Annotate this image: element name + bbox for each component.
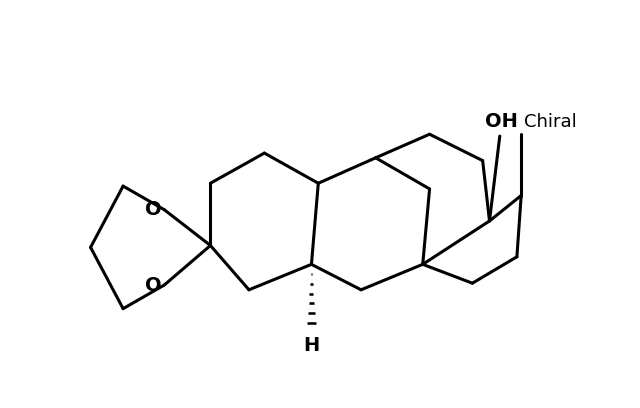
Text: H: H — [303, 336, 319, 355]
Text: OH: OH — [485, 112, 518, 131]
Text: Chiral: Chiral — [524, 113, 577, 131]
Text: O: O — [145, 275, 161, 295]
Text: O: O — [145, 200, 161, 219]
